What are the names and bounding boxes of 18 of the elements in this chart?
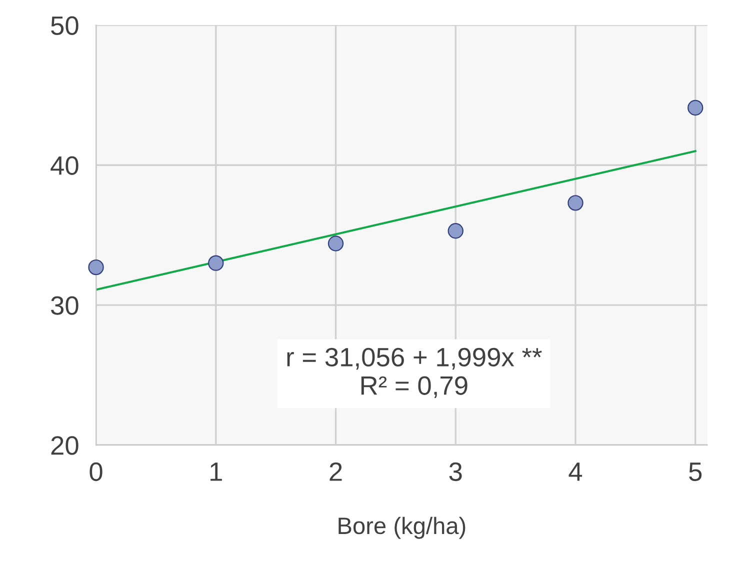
x-tick-label: 1 [210, 462, 222, 481]
y-tick-label: 30 [51, 296, 78, 315]
y-tick-label: 20 [51, 436, 78, 455]
x-tick-label: 4 [568, 462, 582, 481]
y-tick-label: 40 [50, 156, 78, 175]
point [688, 100, 704, 116]
x-tick-label: 2 [330, 462, 342, 481]
annotation: r = 31,056 + 1,999x ** R² = 0,79 [287, 348, 542, 398]
x-axis-title: Bore (kg/ha) [338, 516, 466, 539]
x-tick-label: 3 [449, 462, 462, 482]
point [88, 259, 104, 276]
point [448, 223, 464, 239]
point [568, 195, 584, 211]
x-tick-label: 5 [689, 462, 702, 482]
y-tick-label: 50 [51, 16, 78, 35]
point [328, 236, 344, 252]
point [208, 255, 224, 271]
x-tick-label: 0 [90, 462, 102, 482]
